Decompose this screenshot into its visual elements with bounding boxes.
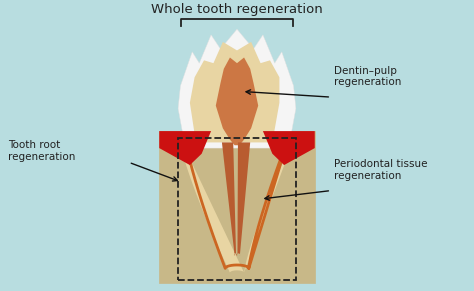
Polygon shape — [159, 131, 211, 165]
Polygon shape — [178, 134, 296, 273]
Polygon shape — [190, 42, 279, 142]
Polygon shape — [222, 142, 237, 255]
Text: Whole tooth regeneration: Whole tooth regeneration — [151, 3, 323, 17]
Text: Tooth root
regeneration: Tooth root regeneration — [9, 140, 76, 162]
Polygon shape — [159, 131, 315, 283]
Text: Dentin–pulp
regeneration: Dentin–pulp regeneration — [334, 65, 401, 87]
Polygon shape — [237, 142, 250, 255]
Polygon shape — [178, 29, 296, 148]
Polygon shape — [263, 131, 315, 165]
Text: Periodontal tissue
regeneration: Periodontal tissue regeneration — [334, 159, 427, 181]
Bar — [178, 138, 296, 280]
Polygon shape — [216, 58, 258, 145]
